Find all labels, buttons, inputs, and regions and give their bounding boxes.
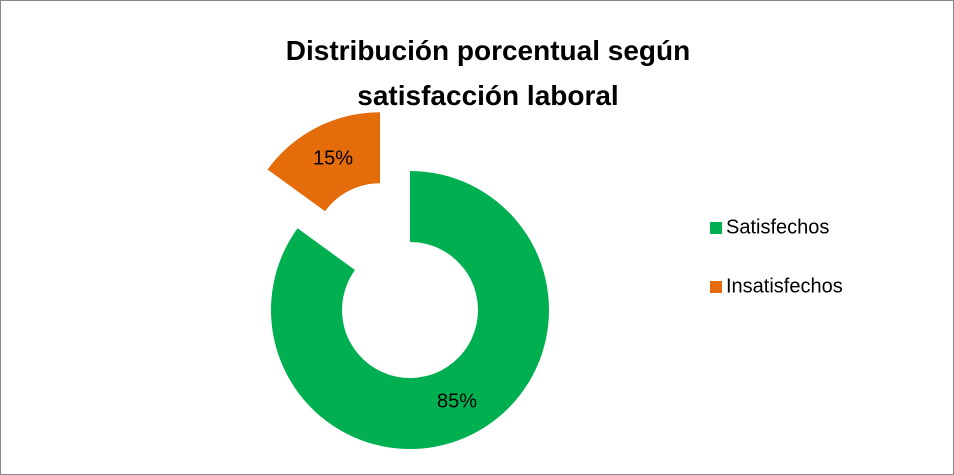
chart-title: Distribución porcentual según satisfacci… [285,35,691,111]
legend-swatch [710,281,722,293]
legend-label: Insatisfechos [726,275,843,297]
donut-slice [267,112,381,212]
data-label: 85% [437,391,477,413]
data-label: 15% [313,147,353,169]
legend-label: Satisfechos [726,216,829,238]
donut-slice [271,171,549,450]
legend-swatch [710,222,722,234]
